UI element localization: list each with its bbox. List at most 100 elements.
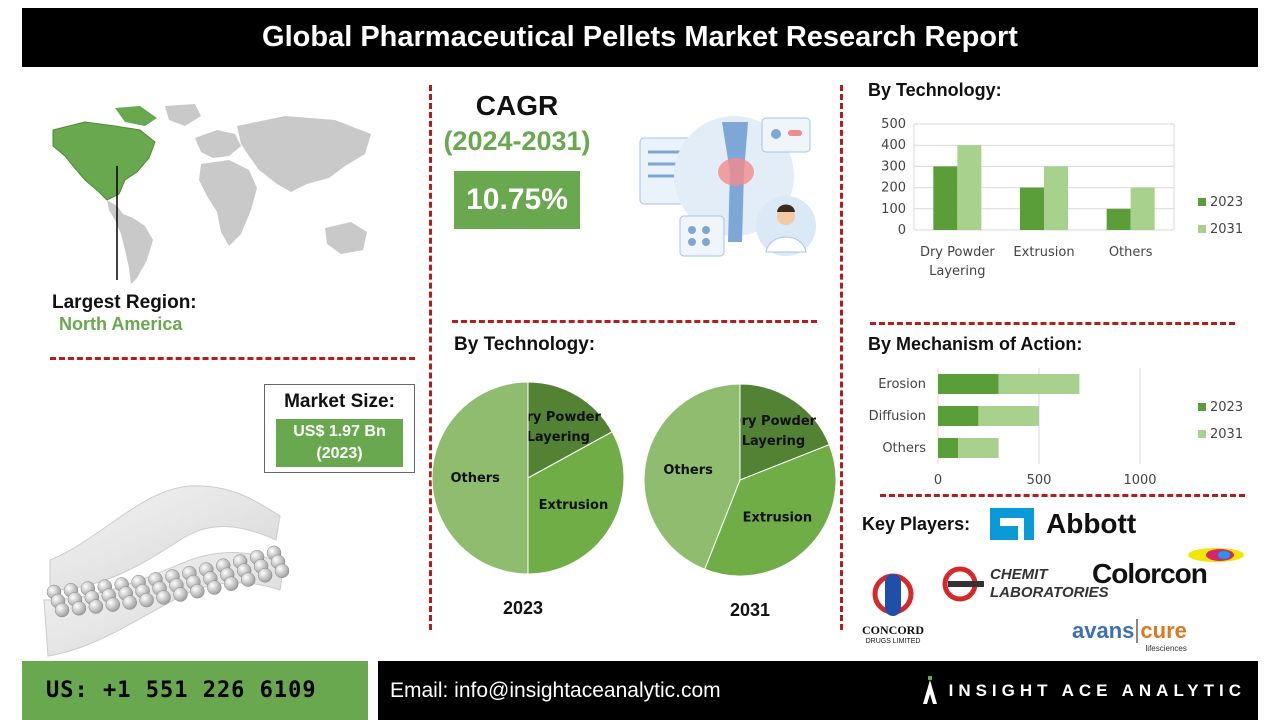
legend-label: 2023 [1210,195,1243,210]
pellet [173,587,188,602]
bar-2023 [1106,208,1131,230]
largest-region-label: Largest Region: [52,292,197,313]
pie-label: Others [663,463,713,478]
market-size-amount: US$ 1.97 Bn [293,423,386,440]
y-tick-label: Others [882,441,926,456]
pellet [88,599,104,614]
divider-vertical [429,85,432,630]
footer-bar: Email: info@insightaceanalytic.com INSIG… [378,661,1258,720]
legend-label: 2023 [1210,400,1243,415]
chemit-logo-text-1: CHEMIT [990,566,1048,583]
mechanism-bar-chart: 0 500 1000 Erosion Diffusion Others 2023 2031 [869,368,1243,488]
pellet [240,572,256,587]
pellet [207,580,222,595]
pellet [105,597,121,612]
concord-logo-icon [872,573,914,616]
largest-region-value: North America [59,314,183,334]
pellet [274,563,290,579]
cagr-value: 10.75% [454,171,580,229]
bar-2023 [938,406,979,426]
page-title: Global Pharmaceutical Pellets Market Res… [22,8,1258,67]
x-tick-label: 0 [934,473,942,488]
y-tick-label: 100 [881,202,906,217]
footer-email[interactable]: Email: info@insightaceanalytic.com [390,678,721,702]
pellet [71,601,87,616]
pellet [54,602,70,618]
pie-label: Dry Powder [731,414,817,429]
avanscure-logo-text-2: cure [1140,618,1187,643]
north-america-region [52,121,156,201]
pellet [190,583,205,599]
market-size-label: Market Size: [284,391,395,412]
divider [880,494,1245,497]
pie-slice [527,431,625,575]
footer-phone: US: +1 551 226 6109 [22,661,368,720]
avanscure-logo-text-1: avans [1072,618,1135,643]
x-tick-label: Layering [929,264,985,279]
market-size-value: US$ 1.97 Bn (2023) [276,419,403,467]
tech-pie-charts: Dry Powder Layering Extrusion Others Dry Po… [431,381,837,577]
bar-2031 [978,406,1039,426]
world-map [52,104,371,284]
pie-slice [643,383,741,570]
tech-pie-title: By Technology: [454,334,596,355]
y-tick-label: 300 [881,159,906,174]
bar-2031 [1130,187,1155,230]
legend-swatch [1198,430,1206,438]
footer-brand: INSIGHT ACE ANALYTIC [921,661,1246,720]
divider-vertical [840,85,843,630]
legend-swatch [1198,225,1206,233]
pie-slice [739,383,830,481]
concord-logo-text: CONCORD [862,623,924,637]
tech-bar-chart: 0 100 200 300 400 500 Dry Powder Layering Extrus… [881,117,1243,279]
pie-label: Extrusion [743,510,813,525]
y-tick-label: Diffusion [869,409,926,424]
pie-label: Dry Powder [516,410,602,425]
insightace-logo-icon [922,675,937,704]
pie-slice [527,381,613,479]
y-tick-label: 200 [881,181,906,196]
abbott-logo-icon [990,508,1034,540]
bar-2031 [998,374,1080,394]
x-tick-label: Dry Powder [920,245,995,260]
abbott-logo: Abbott [988,504,1136,544]
bar-2023 [933,166,958,230]
pie-slice [431,381,529,575]
pellet [122,595,137,610]
divider [50,357,415,360]
legend-swatch [1198,198,1206,206]
concord-logo: CONCORD DRUGS LIMITED [858,572,928,645]
concord-logo-subtext: DRUGS LIMITED [865,638,921,645]
y-tick-label: Erosion [878,377,926,392]
colorcon-logo-text: Colorcon [1092,558,1208,589]
bar-2023 [938,374,999,394]
y-tick-label: 0 [898,223,906,238]
bar-2023 [1020,187,1044,230]
market-size-box: Market Size: US$ 1.97 Bn (2023) [264,384,415,473]
mech-title: By Mechanism of Action: [868,334,1083,354]
pie-label: Others [450,471,500,486]
pie-slice [704,444,837,577]
pellet [223,576,239,591]
bar-2031 [1044,166,1068,230]
pie-label: Layering [527,430,590,445]
pie-2023-label: 2023 [502,598,544,618]
footer-brand-text: INSIGHT ACE ANALYTIC [948,680,1246,700]
divider [870,322,1235,325]
tech-bar-title: By Technology: [868,80,1002,100]
y-tick-label: 500 [881,117,906,132]
colorcon-logo: Colorcon [1092,546,1244,590]
medical-illustration [639,116,816,257]
abbott-logo-text: Abbott [1046,508,1137,539]
pie-2031-label: 2031 [729,600,771,620]
legend-label: 2031 [1210,222,1243,237]
chemit-logo-text-2: LABORATORIES [990,584,1109,601]
y-tick-label: 400 [881,138,906,153]
chemit-logo: CHEMIT LABORATORIES [942,566,1109,602]
pellet [156,590,171,605]
legend-label: 2031 [1210,427,1243,442]
bar-2031 [958,438,999,458]
bar-2023 [938,438,959,458]
divider [452,320,817,323]
pie-label: Extrusion [539,498,609,513]
